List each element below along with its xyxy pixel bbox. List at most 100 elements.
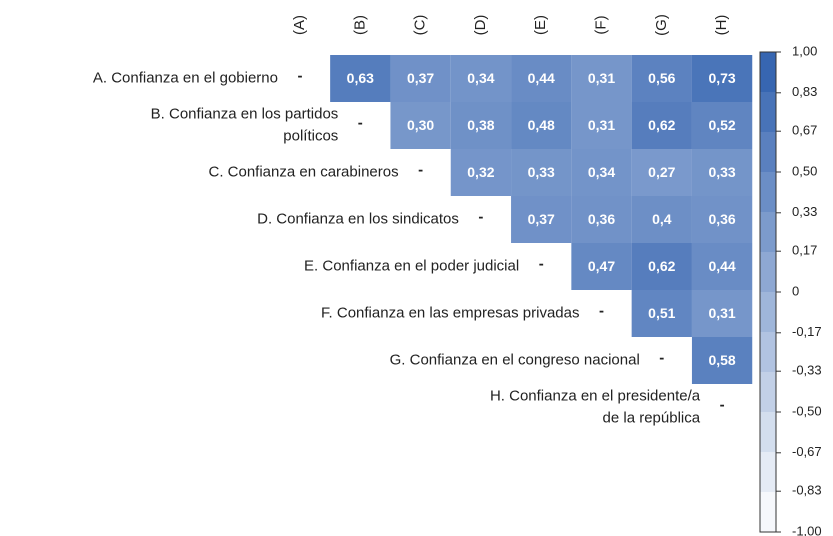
- heatmap-cell: [511, 196, 572, 243]
- cell-label: 0,63: [347, 70, 374, 86]
- column-label: (C): [412, 15, 429, 36]
- cell-label: 0,31: [588, 70, 615, 86]
- heatmap-cell: [390, 55, 451, 102]
- colorbar-tick-label: -0,17: [792, 324, 822, 339]
- diagonal-label: -: [358, 114, 363, 131]
- row-label: políticos: [283, 127, 338, 144]
- heatmap-cell: [631, 149, 692, 196]
- colorbar-step: [760, 172, 776, 212]
- cell-label: 0,4: [652, 211, 672, 227]
- colorbar-tick-label: 0,67: [792, 123, 817, 138]
- cell-label: 0,33: [708, 164, 735, 180]
- column-label: (G): [653, 14, 670, 36]
- heatmap-cell: [511, 102, 572, 149]
- diagonal-label: -: [298, 67, 303, 84]
- colorbar-step: [760, 492, 776, 532]
- colorbar-step: [760, 412, 776, 452]
- cell-label: 0,34: [588, 164, 615, 180]
- cell-label: 0,62: [648, 117, 675, 133]
- heatmap-cell: [450, 149, 512, 196]
- cell-label: 0,44: [708, 258, 735, 274]
- column-label: (H): [713, 15, 730, 36]
- cell-label: 0,36: [708, 211, 735, 227]
- colorbar-step: [760, 372, 776, 412]
- heatmap-cell: [691, 337, 753, 384]
- row-label: C. Confianza en carabineros: [208, 163, 398, 180]
- colorbar-step: [760, 292, 776, 332]
- heatmap-cell: [691, 55, 753, 102]
- cell-label: 0,33: [528, 164, 555, 180]
- heatmap-cell: [631, 196, 692, 243]
- cell-label: 0,62: [648, 258, 675, 274]
- heatmap-cell: [691, 243, 753, 290]
- row-label: de la república: [603, 409, 701, 426]
- cell-label: 0,47: [588, 258, 615, 274]
- row-label: D. Confianza en los sindicatos: [257, 210, 459, 227]
- column-label: (F): [592, 15, 609, 34]
- colorbar-step: [760, 52, 776, 92]
- heatmap-cell: [450, 55, 512, 102]
- colorbar-tick-label: -0,33: [792, 363, 822, 378]
- heatmap-cell: [330, 55, 391, 102]
- row-label: F. Confianza en las empresas privadas: [321, 304, 579, 321]
- heatmap-cell: [571, 149, 632, 196]
- cell-label: 0,31: [588, 117, 615, 133]
- heatmap-cell: [691, 149, 753, 196]
- row-label: B. Confianza en los partidos: [151, 105, 339, 122]
- heatmap-cell: [450, 102, 512, 149]
- colorbar-step: [760, 212, 776, 252]
- cell-label: 0,52: [708, 117, 735, 133]
- colorbar-tick-label: 1,00: [792, 43, 817, 58]
- heatmap-cell: [691, 290, 753, 337]
- cell-label: 0,27: [648, 164, 675, 180]
- cell-label: 0,37: [528, 211, 555, 227]
- heatmap-cell: [571, 55, 632, 102]
- colorbar-step: [760, 132, 776, 172]
- heatmap-cell: [691, 102, 753, 149]
- heatmap-cell: [571, 196, 632, 243]
- heatmap-cell: [571, 243, 632, 290]
- heatmap-cell: [631, 55, 692, 102]
- colorbar-step: [760, 452, 776, 492]
- cell-label: 0,34: [467, 70, 494, 86]
- column-label: (E): [532, 15, 549, 35]
- heatmap-cell: [571, 102, 632, 149]
- cell-label: 0,44: [528, 70, 555, 86]
- diagonal-label: -: [659, 349, 664, 366]
- diagonal-label: -: [599, 302, 604, 319]
- cell-label: 0,38: [467, 117, 494, 133]
- heatmap-cell: [631, 243, 692, 290]
- cell-label: 0,32: [467, 164, 494, 180]
- cell-label: 0,36: [588, 211, 615, 227]
- cell-label: 0,73: [708, 70, 735, 86]
- heatmap-cell: [691, 196, 753, 243]
- column-label: (A): [291, 15, 308, 35]
- colorbar-tick-label: -0,83: [792, 483, 822, 498]
- heatmap-cell: [511, 149, 572, 196]
- cell-label: 0,30: [407, 117, 434, 133]
- heatmap-cell: [631, 102, 692, 149]
- column-label: (B): [351, 15, 368, 35]
- cell-label: 0,58: [708, 352, 735, 368]
- diagonal-label: -: [539, 255, 544, 272]
- colorbar-step: [760, 332, 776, 372]
- diagonal-label: -: [418, 161, 423, 178]
- diagonal-label: -: [478, 208, 483, 225]
- row-label: E. Confianza en el poder judicial: [304, 257, 519, 274]
- colorbar-tick-label: 0,17: [792, 243, 817, 258]
- cell-label: 0,48: [528, 117, 555, 133]
- row-label: A. Confianza en el gobierno: [93, 69, 278, 86]
- cell-label: 0,37: [407, 70, 434, 86]
- colorbar-tick-label: 0: [792, 283, 799, 298]
- cell-label: 0,31: [708, 305, 735, 321]
- diagonal-label: -: [720, 396, 725, 413]
- colorbar-tick-label: -0,50: [792, 403, 822, 418]
- heatmap-cell: [390, 102, 451, 149]
- colorbar-tick-label: 0,83: [792, 84, 817, 99]
- cell-label: 0,56: [648, 70, 675, 86]
- cell-label: 0,51: [648, 305, 675, 321]
- heatmap-cell: [511, 55, 572, 102]
- heatmap-cell: [631, 290, 692, 337]
- colorbar-tick-label: -1,00: [792, 523, 822, 536]
